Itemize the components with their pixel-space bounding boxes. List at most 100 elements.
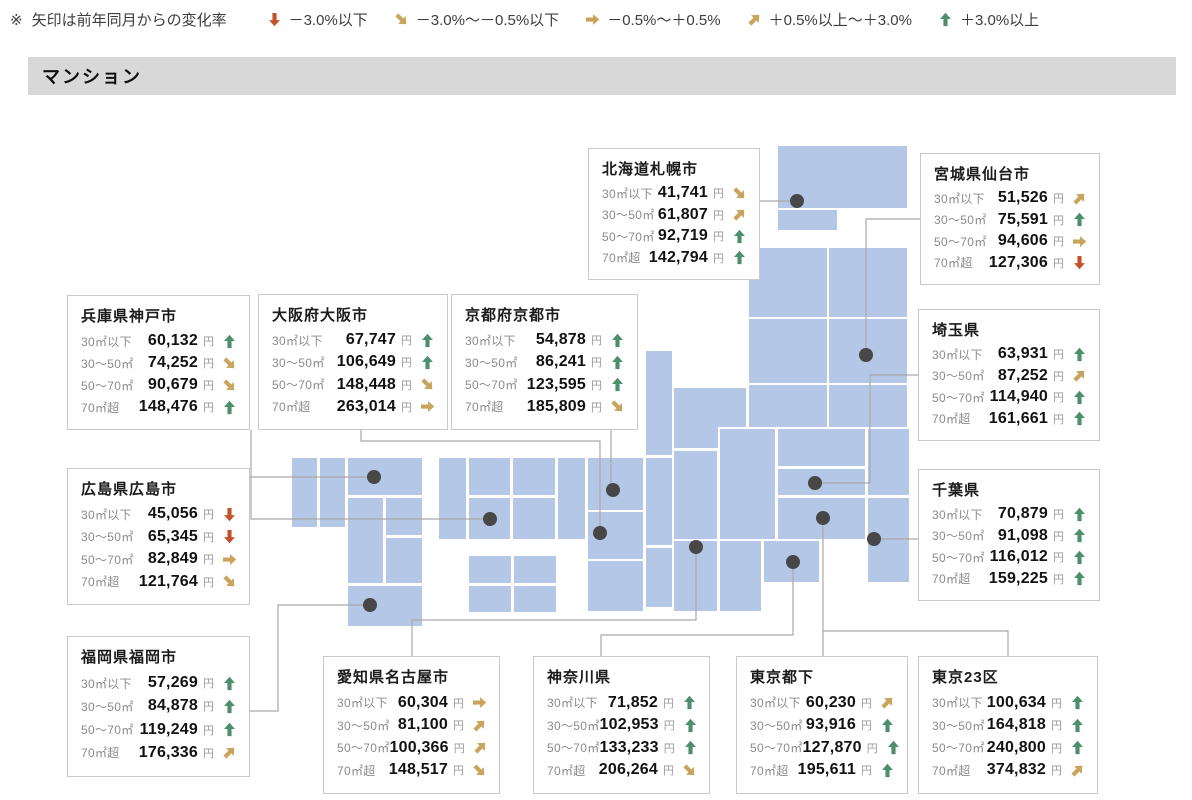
price-value: 93,916	[805, 716, 856, 734]
price-value: 100,634	[986, 693, 1046, 711]
price-value: 106,649	[336, 353, 396, 371]
trend-arrow-up-icon	[1070, 695, 1085, 710]
size-label: 30～50㎡	[547, 718, 600, 733]
trend-arrow-up-icon	[610, 333, 625, 348]
trend-arrow-up-icon	[682, 695, 697, 710]
trend-arrow-down-icon	[267, 12, 282, 27]
price-value: 87,252	[997, 366, 1048, 384]
size-label: 50～70㎡	[932, 390, 985, 405]
size-label: 30～50㎡	[272, 355, 325, 370]
unit-label: 円	[203, 678, 214, 691]
size-label: 30～50㎡	[934, 213, 987, 228]
map-tile	[384, 496, 424, 537]
region-info-box: 埼玉県 30㎡以下 63,931 円 30～50㎡ 87,252 円 50～70㎡ 114,9…	[918, 309, 1100, 441]
note-mark: ※	[10, 11, 23, 29]
trend-arrow-up-icon	[1072, 528, 1087, 543]
unit-label: 円	[203, 747, 214, 760]
trend-arrow-up-icon	[222, 676, 237, 691]
page-title: マンション	[42, 67, 142, 87]
region-info-box: 神奈川県 30㎡以下 71,852 円 30～50㎡ 102,953 円 50～70㎡ 133…	[533, 656, 710, 794]
price-value: 75,591	[997, 210, 1048, 228]
unit-label: 円	[591, 401, 602, 414]
map-tile	[776, 144, 909, 210]
region-info-box: 東京都下 30㎡以下 60,230 円 30～50㎡ 93,916 円 50～70㎡ 127,…	[736, 656, 908, 794]
trend-arrow-up-icon	[1072, 347, 1087, 362]
unit-label: 円	[663, 765, 674, 778]
price-row: 30～50㎡ 75,591 円	[934, 211, 1087, 229]
size-label: 30㎡以下	[81, 507, 132, 522]
price-row: 70㎡超 159,225 円	[932, 570, 1087, 588]
price-value: 240,800	[986, 738, 1046, 756]
unit-label: 円	[866, 742, 878, 755]
price-row: 70㎡超 161,661 円	[932, 410, 1087, 428]
section-header-bar: マンション	[28, 57, 1176, 95]
trend-arrow-down-icon	[1072, 255, 1087, 270]
trend-arrow-up-icon	[683, 740, 698, 755]
map-tile	[511, 496, 557, 541]
size-label: 50～70㎡	[932, 550, 985, 565]
price-row: 50～70㎡ 116,012 円	[932, 548, 1087, 566]
legend-item-label: ＋0.5%以上～＋3.0%	[768, 12, 912, 29]
size-label: 70㎡超	[932, 572, 971, 587]
price-value: 61,807	[657, 205, 708, 223]
map-tile	[346, 584, 424, 628]
trend-arrow-up-icon	[222, 400, 237, 415]
trend-arrow-up-icon	[732, 250, 747, 265]
unit-label: 円	[203, 576, 214, 589]
connector-line	[823, 630, 1009, 656]
unit-label: 円	[663, 720, 675, 733]
price-value: 51,526	[997, 189, 1048, 207]
trend-arrow-up-icon	[1072, 390, 1087, 405]
trend-arrow-upright-icon	[747, 12, 762, 27]
region-title: 東京23区	[932, 669, 999, 686]
city-dot	[859, 348, 873, 362]
price-value: 116,012	[989, 548, 1048, 566]
map-tile	[672, 449, 719, 541]
trend-arrow-up-icon	[1072, 411, 1087, 426]
region-price-rows: 30㎡以下 51,526 円 30～50㎡ 75,591 円 50～70㎡ 94,606 円 70…	[934, 186, 1087, 275]
city-dot	[816, 511, 830, 525]
price-row: 70㎡超 142,794 円	[602, 249, 747, 267]
connector-line	[600, 562, 794, 656]
price-value: 60,304	[397, 693, 448, 711]
trend-arrow-up-icon	[1070, 740, 1085, 755]
trend-arrow-up-icon	[222, 722, 237, 737]
unit-label: 円	[453, 720, 464, 733]
map-tile	[747, 317, 829, 385]
price-value: 127,306	[988, 253, 1048, 271]
price-value: 82,849	[147, 550, 198, 568]
price-row: 70㎡超 176,336 円	[81, 744, 237, 762]
price-value: 127,870	[802, 738, 862, 756]
size-label: 30～50㎡	[81, 530, 134, 545]
price-value: 185,809	[526, 397, 586, 415]
city-dot	[786, 555, 800, 569]
unit-label: 円	[401, 335, 412, 348]
price-value: 161,661	[988, 409, 1048, 427]
unit-label: 円	[663, 742, 675, 755]
map-tile	[318, 456, 347, 529]
unit-label: 円	[203, 531, 214, 544]
legend-item-upright: ＋0.5%以上～＋3.0%	[747, 9, 912, 30]
trend-arrow-upright-icon	[472, 718, 487, 733]
region-price-rows: 30㎡以下 60,132 円 30～50㎡ 74,252 円 50～70㎡ 90,679 円 70…	[81, 328, 237, 420]
trend-arrow-up-icon	[938, 12, 953, 27]
size-label: 70㎡超	[337, 763, 376, 778]
map-tile	[512, 554, 558, 585]
price-row: 30㎡以下 60,230 円	[750, 694, 895, 712]
unit-label: 円	[713, 252, 724, 265]
price-row: 30㎡以下 41,741 円	[602, 184, 747, 202]
legend-items: －3.0%以下 －3.0%～－0.5%以下 －0.5%～＋0.5% ＋0.5%以…	[267, 9, 1039, 30]
trend-arrow-upright-icon	[1072, 368, 1087, 383]
size-label: 50～70㎡	[602, 229, 655, 244]
legend-note: 矢印は前年同月からの変化率	[31, 12, 227, 29]
map-tile	[556, 456, 587, 541]
price-value: 71,852	[607, 693, 658, 711]
price-row: 30㎡以下 51,526 円	[934, 189, 1087, 207]
price-row: 30～50㎡ 86,241 円	[465, 353, 625, 371]
unit-label: 円	[713, 231, 724, 244]
unit-label: 円	[1053, 573, 1064, 586]
trend-arrow-up-icon	[1072, 550, 1087, 565]
trend-arrow-up-icon	[1072, 507, 1087, 522]
connector-line	[360, 430, 601, 533]
